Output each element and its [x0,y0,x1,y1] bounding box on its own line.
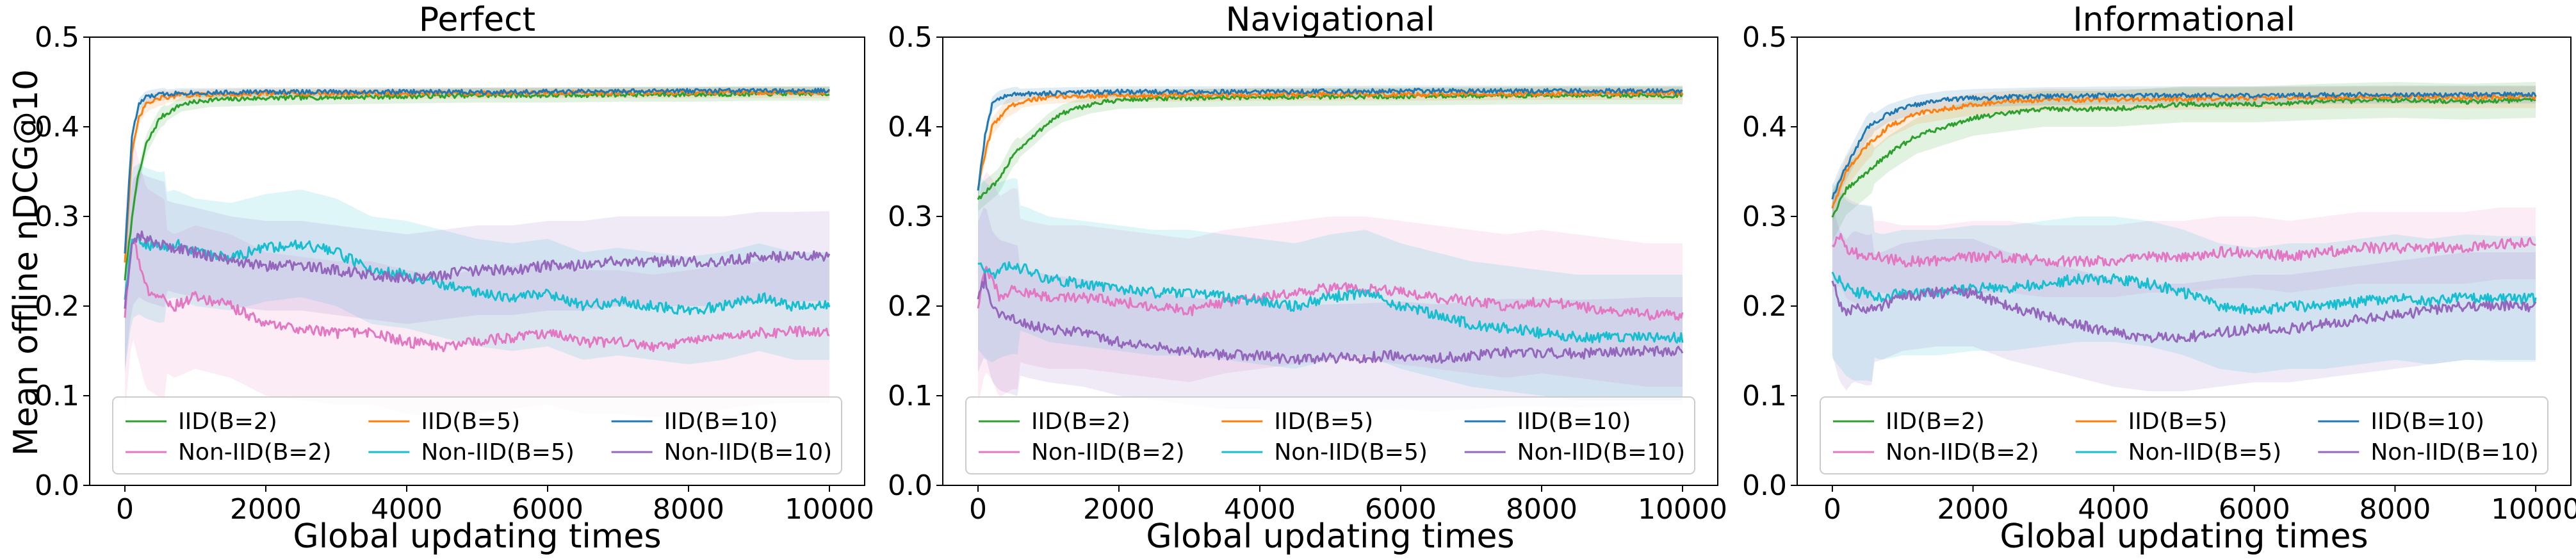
y-tick-label: 0.5 [888,21,933,54]
x-tick-label: 6000 [2219,493,2290,526]
x-tick-label: 10000 [785,493,874,526]
legend-label: IID(B=2) [178,409,277,435]
y-tick-label: 0.2 [888,290,933,323]
series-line-Non-IID(B=5) [124,234,831,316]
axes-frame [942,36,1718,486]
legend: IID(B=2) IID(B=5) IID(B=10) Non-IID(B=2) Non… [965,396,1695,474]
legend-label: Non-IID(B=5) [2128,439,2282,466]
x-tick-label: 2000 [1937,493,2009,526]
y-tick-label: 0.3 [35,200,79,233]
x-axis-label: Global updating times [2000,517,2368,556]
legend-label: Non-IID(B=10) [664,439,832,466]
y-tick-label: 0.1 [888,380,933,412]
x-tick-label: 6000 [512,493,583,526]
x-tick-label: 8000 [653,493,724,526]
legend: IID(B=2) IID(B=5) IID(B=10) Non-IID(B=2) Non… [112,396,842,474]
series-line-Non-IID(B=5) [977,261,1684,344]
y-tick-label: 0.5 [1742,21,1787,54]
series-line-IID(B=10) [124,88,831,254]
series-line-IID(B=10) [1831,91,2537,200]
legend-label: IID(B=10) [2370,409,2484,435]
legend-label: Non-IID(B=10) [2370,439,2538,466]
panel-0: 0.0 0.1 0.2 0.3 0.4 0.5 0 2000 4000 6000 8000 10000… [35,1,874,556]
panel-2: 0.0 0.1 0.2 0.3 0.4 0.5 0 2000 4000 6000 8000 10000… [1742,1,2576,556]
series-line-Non-IID(B=2) [1831,232,2536,268]
series-line-Non-IID(B=2) [977,266,1684,321]
legend-box [965,396,1695,474]
legend-label: IID(B=5) [421,409,520,435]
y-axis-label: Mean offline nDCG@10 [7,69,45,456]
series-line-Non-IID(B=2) [124,238,830,353]
series-line-IID(B=10) [977,88,1683,191]
series-line-IID(B=2) [1831,97,2536,218]
y-tick-label: 0.2 [1742,290,1787,323]
y-tick-label: 0.4 [35,111,79,143]
panels: 0.0 0.1 0.2 0.3 0.4 0.5 0 2000 4000 6000 8000 10000… [35,1,2576,556]
x-axis-label: Global updating times [293,517,661,556]
band-IID(B=2) [978,86,1683,211]
series-line-Non-IID(B=10) [124,230,831,309]
band-Non-IID(B=10) [1832,204,2536,391]
legend-box [1820,396,2548,474]
legend-label: IID(B=10) [1517,409,1631,435]
y-tick-label: 0.4 [1742,111,1787,143]
legend-label: IID(B=2) [1886,409,1985,435]
x-tick-label: 10000 [2491,493,2576,526]
axes-frame [1797,36,2572,486]
series-line-IID(B=5) [1831,93,2537,209]
legend-label: Non-IID(B=10) [1517,439,1685,466]
legend-label: IID(B=2) [1031,409,1130,435]
legend-label: Non-IID(B=2) [1031,439,1185,466]
band-IID(B=5) [978,87,1683,198]
x-tick-label: 4000 [1224,493,1296,526]
x-tick-label: 4000 [371,493,443,526]
legend-label: Non-IID(B=5) [1274,439,1428,466]
band-IID(B=2) [1832,82,2536,242]
x-tick-label: 4000 [2078,493,2149,526]
x-axis-label: Global updating times [1146,517,1514,556]
series-line-Non-IID(B=10) [1831,280,2537,343]
legend-label: Non-IID(B=5) [421,439,575,466]
x-tick-label: 6000 [1365,493,1437,526]
axes-frame [89,36,865,486]
y-tick-label: 0.2 [35,290,79,323]
x-tick-label: 8000 [1506,493,1577,526]
band-IID(B=2) [125,86,829,289]
y-tick-label: 0.1 [1742,380,1787,412]
legend-label: IID(B=5) [2128,409,2228,435]
band-Non-IID(B=5) [1832,182,2536,382]
y-tick-label: 0.0 [35,469,79,502]
x-tick-label: 2000 [230,493,302,526]
y-tick-label: 0.0 [1742,469,1787,502]
x-tick-label: 0 [1823,493,1841,526]
x-tick-label: 0 [969,493,987,526]
legend-label: IID(B=5) [1274,409,1373,435]
y-tick-label: 0.1 [35,380,79,412]
legend: IID(B=2) IID(B=5) IID(B=10) Non-IID(B=2) Non… [1820,396,2548,474]
panel-title: Informational [2073,1,2295,39]
band-Non-IID(B=10) [978,207,1683,414]
panel-title: Navigational [1226,1,1435,39]
y-tick-label: 0.5 [35,21,79,54]
x-tick-label: 0 [116,493,134,526]
legend-label: Non-IID(B=2) [1886,439,2039,466]
panel-1: 0.0 0.1 0.2 0.3 0.4 0.5 0 2000 4000 6000 8000 10000… [888,1,1727,556]
legend-label: Non-IID(B=2) [178,439,332,466]
series-line-IID(B=2) [977,92,1684,200]
legend-box [112,396,842,474]
x-tick-label: 10000 [1638,493,1727,526]
series-line-Non-IID(B=10) [977,273,1684,365]
x-tick-label: 2000 [1083,493,1155,526]
series-line-IID(B=5) [977,90,1684,191]
band-Non-IID(B=2) [1832,186,2536,307]
y-tick-label: 0.0 [888,469,933,502]
panel-title: Perfect [419,1,535,39]
y-tick-label: 0.3 [1742,200,1787,233]
y-tick-label: 0.3 [888,200,933,233]
x-tick-label: 8000 [2359,493,2431,526]
y-tick-label: 0.4 [888,111,933,143]
legend-label: IID(B=10) [664,409,778,435]
